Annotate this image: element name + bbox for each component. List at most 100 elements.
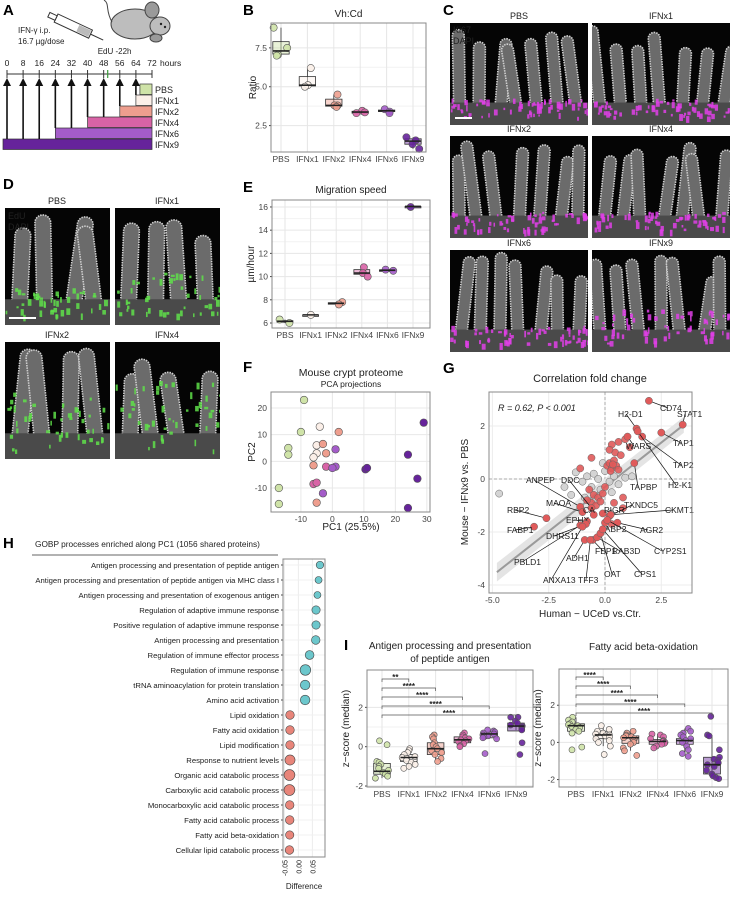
gene-point bbox=[630, 459, 639, 467]
significance-stars: **** bbox=[583, 671, 596, 680]
significance-stars: **** bbox=[403, 682, 416, 691]
enrichment-dot bbox=[285, 740, 295, 750]
stain-signal bbox=[76, 293, 80, 300]
gene-point bbox=[645, 396, 653, 405]
data-point bbox=[621, 747, 628, 755]
stain-signal bbox=[635, 220, 639, 223]
label-leader-line bbox=[637, 431, 677, 486]
stain-signal bbox=[15, 288, 19, 292]
stain-signal bbox=[650, 212, 654, 219]
stain-signal bbox=[587, 340, 588, 346]
data-point bbox=[375, 765, 382, 772]
enrichment-dot bbox=[300, 679, 311, 691]
gene-point bbox=[542, 514, 551, 523]
x-tick-label: IFNx4 bbox=[646, 789, 669, 799]
villus bbox=[651, 155, 680, 238]
gene-label: PBLD1 bbox=[514, 557, 541, 567]
stain-signal bbox=[606, 342, 611, 345]
go-term-label: Lipid oxidation bbox=[230, 711, 279, 720]
stain-signal bbox=[635, 222, 640, 230]
stain-signal bbox=[594, 227, 598, 233]
enrichment-dot bbox=[315, 560, 325, 570]
stain-signal bbox=[697, 224, 702, 228]
stain-signal bbox=[582, 339, 586, 347]
stain-signal bbox=[687, 311, 690, 316]
enrichment-dot bbox=[311, 620, 321, 630]
stain-signal bbox=[115, 384, 118, 391]
stain-signal bbox=[471, 220, 475, 224]
data-point bbox=[383, 741, 391, 749]
stain-signal bbox=[601, 217, 606, 223]
protein-point bbox=[495, 489, 504, 498]
plot-frame bbox=[366, 669, 534, 788]
stain-signal bbox=[607, 105, 612, 108]
micrograph-title: IFNx1 bbox=[155, 196, 179, 206]
go-term-label: Lipid modification bbox=[220, 741, 279, 750]
x-tick-label: IFNx9 bbox=[505, 789, 528, 799]
stain-signal bbox=[557, 103, 561, 109]
data-point bbox=[685, 746, 692, 754]
stain-signal bbox=[489, 221, 492, 226]
y-tick-label: 10 bbox=[259, 272, 269, 282]
data-point bbox=[716, 746, 723, 754]
pca-point bbox=[296, 427, 306, 437]
stain-signal bbox=[647, 218, 651, 224]
stain-signal bbox=[156, 385, 160, 391]
villus bbox=[631, 44, 651, 125]
plot-frame bbox=[270, 22, 427, 153]
stain-signal bbox=[39, 297, 44, 300]
label-leader-line bbox=[585, 539, 591, 581]
gene-point bbox=[657, 428, 666, 437]
mouse-icon bbox=[103, 0, 171, 43]
enrichment-dot bbox=[304, 650, 315, 660]
data-point bbox=[684, 753, 692, 760]
stain-signal bbox=[524, 229, 527, 237]
stain-signal bbox=[507, 215, 512, 218]
chart-title-line2: of peptide antigen bbox=[410, 654, 490, 665]
stain-signal bbox=[611, 329, 616, 337]
x-tick-label: PBS bbox=[373, 789, 390, 799]
data-point bbox=[352, 109, 361, 118]
arrowhead-icon bbox=[19, 78, 28, 86]
stain-signal bbox=[534, 214, 537, 217]
protein-point bbox=[585, 485, 594, 494]
chart-title: Antigen processing and presentation bbox=[369, 641, 531, 652]
data-point bbox=[605, 726, 613, 733]
stain-signal bbox=[678, 106, 682, 109]
data-point bbox=[518, 739, 526, 747]
stain-signal bbox=[614, 110, 618, 115]
stain-signal bbox=[92, 428, 94, 434]
stain-signal bbox=[562, 340, 564, 347]
stain-signal bbox=[216, 311, 219, 316]
gene-label: PIGR bbox=[604, 505, 625, 515]
data-point bbox=[376, 737, 383, 745]
protein-point bbox=[576, 464, 585, 473]
stain-signal bbox=[205, 426, 208, 431]
stain-signal bbox=[493, 222, 496, 227]
stain-signal bbox=[126, 308, 129, 312]
protein-point bbox=[610, 499, 618, 507]
protein-point bbox=[628, 472, 636, 481]
x-tick-label: PBS bbox=[276, 330, 293, 340]
enrichment-dot bbox=[299, 664, 312, 676]
stain-signal bbox=[547, 342, 552, 346]
protein-point bbox=[614, 438, 623, 446]
stain-signal bbox=[646, 309, 650, 313]
stain-signal bbox=[476, 103, 479, 107]
panel-labels: A B C D E F G H I bbox=[3, 2, 455, 654]
stain-signal bbox=[488, 227, 491, 234]
stain-signal bbox=[496, 214, 499, 217]
stain-signal bbox=[198, 401, 202, 409]
stain-signal bbox=[532, 103, 537, 106]
pca-point bbox=[318, 489, 328, 498]
plot-frame bbox=[282, 558, 326, 858]
gene-label: H2-D1 bbox=[618, 409, 643, 419]
micrograph-title: IFNx2 bbox=[507, 124, 531, 134]
stain-signal bbox=[520, 103, 523, 110]
stain-signal bbox=[499, 342, 503, 350]
data-point bbox=[306, 64, 315, 72]
stain-signal bbox=[164, 383, 168, 388]
stain-signal bbox=[643, 330, 648, 337]
gene-label: TAP1 bbox=[673, 438, 694, 448]
stain-signal bbox=[635, 105, 639, 111]
